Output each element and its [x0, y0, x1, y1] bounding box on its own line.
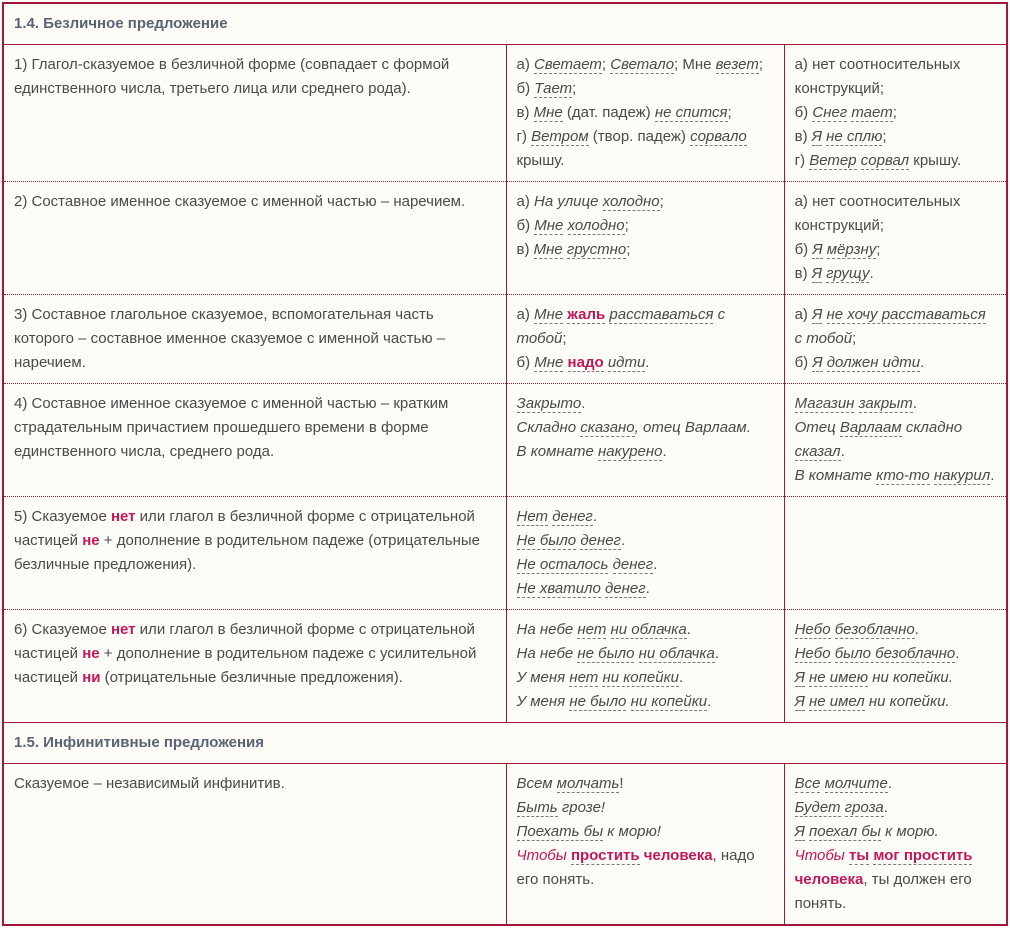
table-cell: 5) Сказуемое нет или глагол в безличной … [3, 497, 506, 610]
section-header: 1.5. Инфинитивные предложения [3, 723, 1007, 764]
table-cell: Закрыто.Складно сказано, отец Варлаам.В … [506, 384, 784, 497]
table-cell: 1) Глагол-сказуемое в безличной форме (с… [3, 45, 506, 182]
table-cell [784, 497, 1007, 610]
table-row: 5) Сказуемое нет или глагол в безличной … [3, 497, 1007, 610]
table-row: 2) Составное именное сказуемое с именной… [3, 182, 1007, 295]
table-cell: 4) Составное именное сказуемое с именной… [3, 384, 506, 497]
table-row: 3) Составное глагольное сказуемое, вспом… [3, 295, 1007, 384]
table-cell: Сказуемое – независимый инфинитив. [3, 764, 506, 926]
table-cell: Магазин закрыт.Отец Варлаам складно сказ… [784, 384, 1007, 497]
table-row: 6) Сказуемое нет или глагол в безличной … [3, 610, 1007, 723]
table-cell: а) нет соотносительных конструкций;б) Я … [784, 182, 1007, 295]
grammar-table: 1.4. Безличное предложение1) Глагол-сказ… [2, 2, 1008, 926]
table-cell: а) На улице холодно;б) Мне холодно;в) Мн… [506, 182, 784, 295]
table-row: 4) Составное именное сказуемое с именной… [3, 384, 1007, 497]
table-cell: Всем молчать!Быть грозе!Поехать бы к мор… [506, 764, 784, 926]
section-header: 1.4. Безличное предложение [3, 3, 1007, 45]
table-cell: На небе нет ни облачка.На небе не было н… [506, 610, 784, 723]
table-cell: а) нет соотносительных конструкций;б) Сн… [784, 45, 1007, 182]
table-cell: Нет денег.Не было денег.Не осталось дене… [506, 497, 784, 610]
table-cell: 2) Составное именное сказуемое с именной… [3, 182, 506, 295]
table-row: Сказуемое – независимый инфинитив.Всем м… [3, 764, 1007, 926]
table-cell: 6) Сказуемое нет или глагол в безличной … [3, 610, 506, 723]
table-cell: 3) Составное глагольное сказуемое, вспом… [3, 295, 506, 384]
table-cell: Все молчите.Будет гроза.Я поехал бы к мо… [784, 764, 1007, 926]
table-cell: а) Я не хочу расставаться с тобой;б) Я д… [784, 295, 1007, 384]
table-cell: а) Мне жаль расставаться с тобой;б) Мне … [506, 295, 784, 384]
table-row: 1) Глагол-сказуемое в безличной форме (с… [3, 45, 1007, 182]
table-cell: Небо безоблачно.Небо было безоблачно.Я н… [784, 610, 1007, 723]
table-cell: а) Светает; Светало; Мне везет;б) Тает;в… [506, 45, 784, 182]
